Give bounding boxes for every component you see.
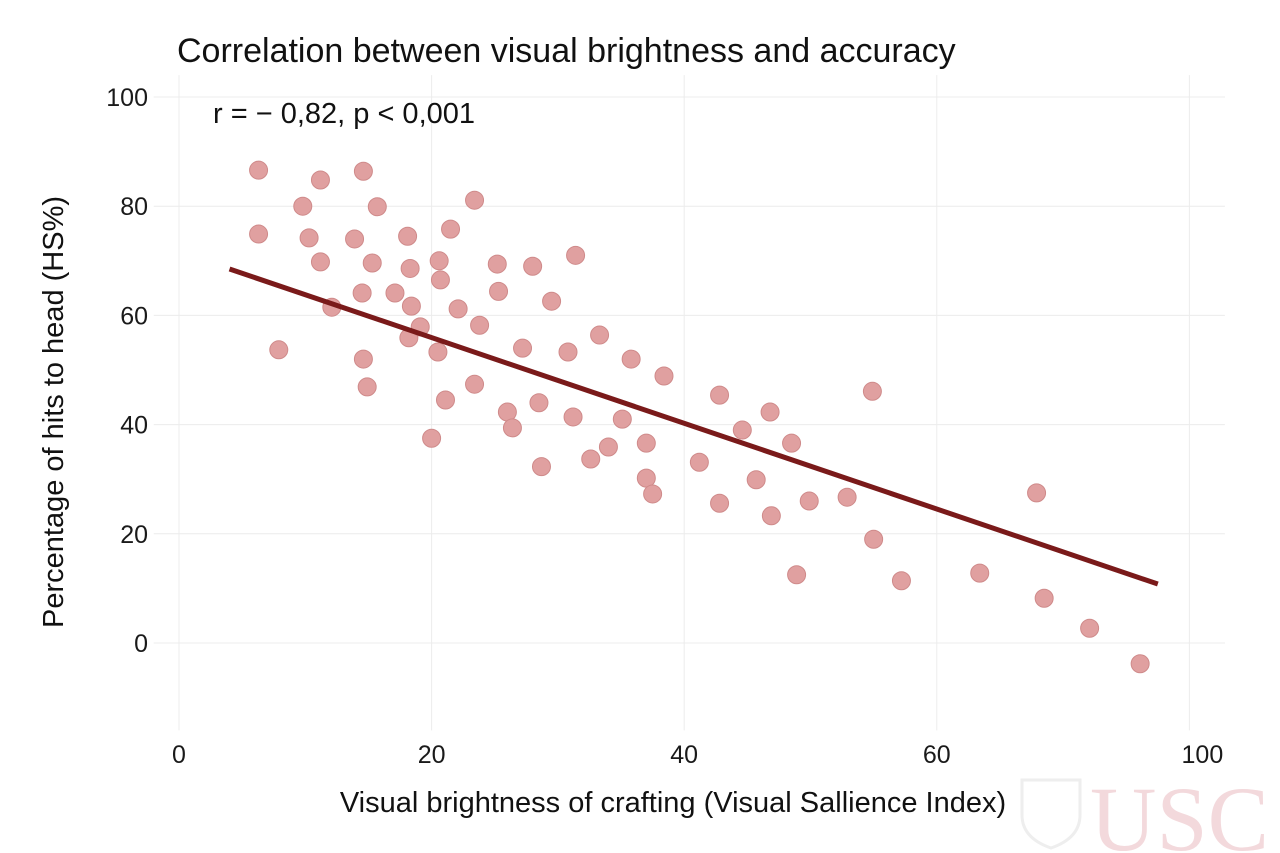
data-point xyxy=(489,281,509,301)
x-tick-label: 20 xyxy=(418,741,446,769)
data-point xyxy=(598,437,618,457)
data-point xyxy=(1034,588,1054,608)
data-point xyxy=(353,161,373,181)
data-point xyxy=(249,224,269,244)
correlation-annotation: r = − 0,82, p < 0,001 xyxy=(213,98,475,130)
x-axis-label: Visual brightness of crafting (Visual Sa… xyxy=(340,787,1006,819)
data-point xyxy=(429,251,449,271)
grid xyxy=(153,75,1225,731)
data-point xyxy=(523,256,543,276)
data-point xyxy=(760,402,780,422)
data-point xyxy=(970,563,990,583)
watermark: USC xyxy=(1020,768,1269,853)
data-point xyxy=(563,407,583,427)
data-point xyxy=(352,283,372,303)
data-point xyxy=(710,385,730,405)
x-tick-label: 0 xyxy=(172,741,186,769)
data-point xyxy=(422,428,442,448)
data-point xyxy=(891,571,911,591)
data-point xyxy=(299,228,319,248)
y-tick-label: 60 xyxy=(120,302,148,330)
chart-title: Correlation between visual brightness an… xyxy=(177,32,956,70)
data-point xyxy=(401,296,421,316)
data-point xyxy=(513,338,533,358)
data-point xyxy=(502,418,522,438)
data-point xyxy=(357,377,377,397)
data-point xyxy=(636,468,656,488)
data-point xyxy=(710,493,730,513)
data-point xyxy=(782,433,802,453)
data-point xyxy=(689,452,709,472)
data-point xyxy=(787,565,807,585)
data-point xyxy=(761,506,781,526)
data-point xyxy=(398,226,418,246)
data-point xyxy=(293,196,313,216)
data-point xyxy=(531,457,551,477)
data-point xyxy=(732,420,752,440)
data-point xyxy=(581,449,601,469)
data-point xyxy=(566,245,586,265)
data-point xyxy=(441,219,461,239)
data-point xyxy=(345,229,365,249)
data-point xyxy=(310,170,330,190)
data-point xyxy=(362,253,382,273)
y-ticks: 0 20 40 60 80 100 xyxy=(106,84,148,658)
data-point xyxy=(400,258,420,278)
data-point xyxy=(1130,654,1150,674)
x-tick-label: 60 xyxy=(923,741,951,769)
data-point xyxy=(497,402,517,422)
data-point xyxy=(353,349,373,369)
data-point xyxy=(465,190,485,210)
y-tick-label: 80 xyxy=(120,193,148,221)
x-ticks: 0 20 40 60 100 xyxy=(172,741,1223,769)
data-point xyxy=(1080,618,1100,638)
data-point xyxy=(430,270,450,290)
data-point xyxy=(249,160,269,180)
data-point xyxy=(470,315,490,335)
data-point xyxy=(465,374,485,394)
data-point xyxy=(385,283,405,303)
data-point xyxy=(590,325,610,345)
trend-line xyxy=(228,266,1159,587)
x-tick-label: 100 xyxy=(1182,741,1224,769)
shield-watermark-icon xyxy=(1020,778,1082,850)
data-point xyxy=(367,197,387,217)
data-point xyxy=(269,340,289,360)
y-tick-label: 20 xyxy=(120,521,148,549)
y-axis-label: Percentage of hits to head (HS%) xyxy=(38,196,70,628)
data-point xyxy=(1027,483,1047,503)
data-point xyxy=(746,470,766,490)
data-points xyxy=(249,160,1150,674)
x-tick-label: 40 xyxy=(670,741,698,769)
data-point xyxy=(799,491,819,511)
data-point xyxy=(862,381,882,401)
data-point xyxy=(448,299,468,319)
data-point xyxy=(558,342,578,362)
data-point xyxy=(435,390,455,410)
data-point xyxy=(864,529,884,549)
data-point xyxy=(643,484,663,504)
data-point xyxy=(542,291,562,311)
data-point xyxy=(837,487,857,507)
data-point xyxy=(487,254,507,274)
y-tick-label: 100 xyxy=(106,84,148,112)
data-point xyxy=(310,252,330,272)
y-tick-label: 0 xyxy=(134,630,148,658)
data-point xyxy=(529,393,549,413)
y-tick-label: 40 xyxy=(120,412,148,440)
data-point xyxy=(654,366,674,386)
data-point xyxy=(621,349,641,369)
data-point xyxy=(428,342,448,362)
data-point xyxy=(636,433,656,453)
watermark-text: USC xyxy=(1090,768,1269,853)
data-point xyxy=(612,409,632,429)
